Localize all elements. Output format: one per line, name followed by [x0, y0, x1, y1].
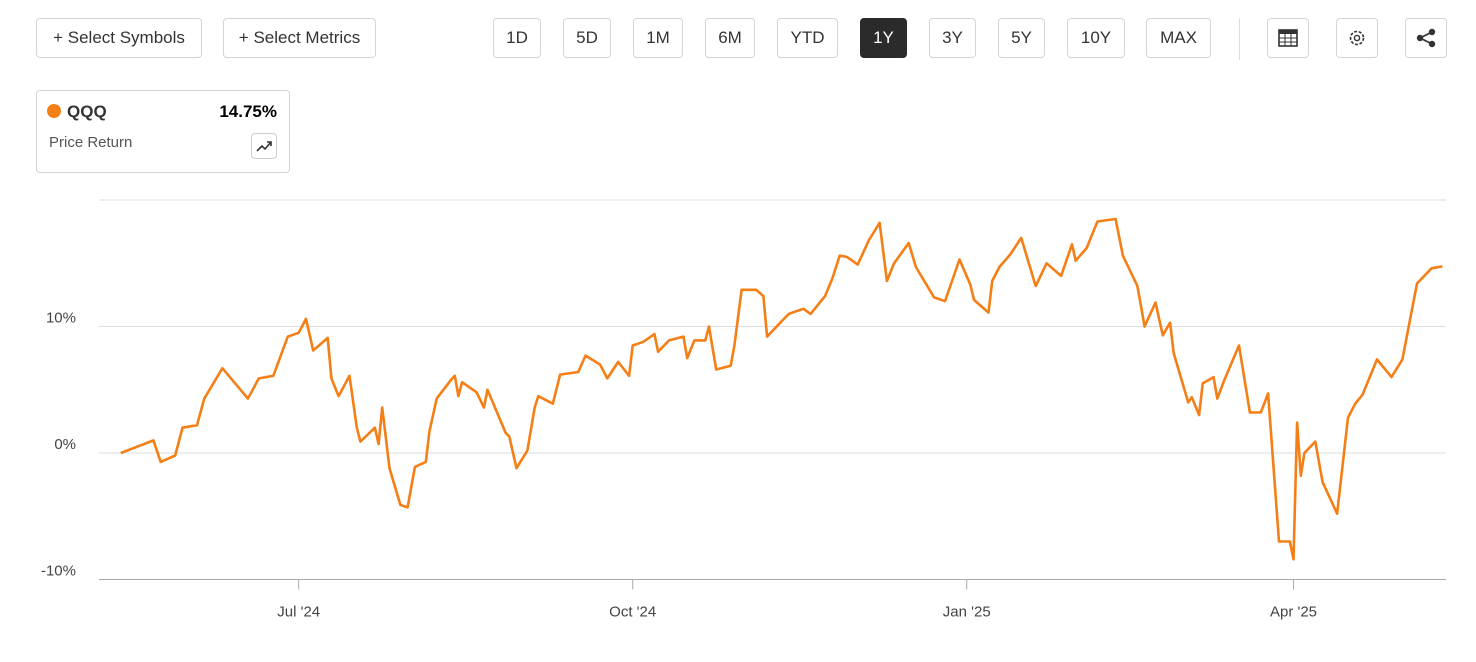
share-icon: [1416, 28, 1436, 48]
table-button[interactable]: [1267, 18, 1309, 58]
x-tick-label: Oct '24: [609, 603, 656, 620]
button[interactable]: 5D: [563, 18, 611, 58]
share-button[interactable]: [1405, 18, 1447, 58]
settings-button[interactable]: [1336, 18, 1378, 58]
button[interactable]: 6M: [705, 18, 755, 58]
x-tick-label: Apr '25: [1270, 603, 1317, 620]
separator: [1239, 18, 1240, 60]
button[interactable]: YTD: [777, 18, 838, 58]
button[interactable]: 1Y: [860, 18, 907, 58]
y-tick-label: 10%: [46, 309, 76, 326]
button[interactable]: + Select Metrics: [223, 18, 376, 58]
price-line: [120, 217, 1443, 561]
legend-value: 14.75%: [219, 102, 277, 121]
button[interactable]: 10Y: [1067, 18, 1125, 58]
trend-button[interactable]: [251, 133, 277, 159]
button[interactable]: MAX: [1146, 18, 1211, 58]
y-tick-label: -10%: [41, 562, 76, 579]
legend-metric: Price Return: [49, 134, 133, 151]
legend-swatch: [47, 104, 61, 118]
x-tick-label: Jan '25: [943, 603, 991, 620]
trend-icon: [256, 141, 272, 152]
button[interactable]: 1M: [633, 18, 683, 58]
button[interactable]: 3Y: [929, 18, 976, 58]
button[interactable]: 1D: [493, 18, 541, 58]
button[interactable]: 5Y: [998, 18, 1045, 58]
table-icon: [1278, 29, 1298, 47]
gear-icon: [1349, 30, 1365, 46]
x-tick-label: Jul '24: [277, 603, 320, 620]
legend-name: QQQ: [67, 102, 107, 121]
legend-card: QQQ 14.75% Price Return: [36, 90, 290, 173]
button[interactable]: + Select Symbols: [36, 18, 202, 58]
y-tick-label: 0%: [54, 436, 76, 453]
